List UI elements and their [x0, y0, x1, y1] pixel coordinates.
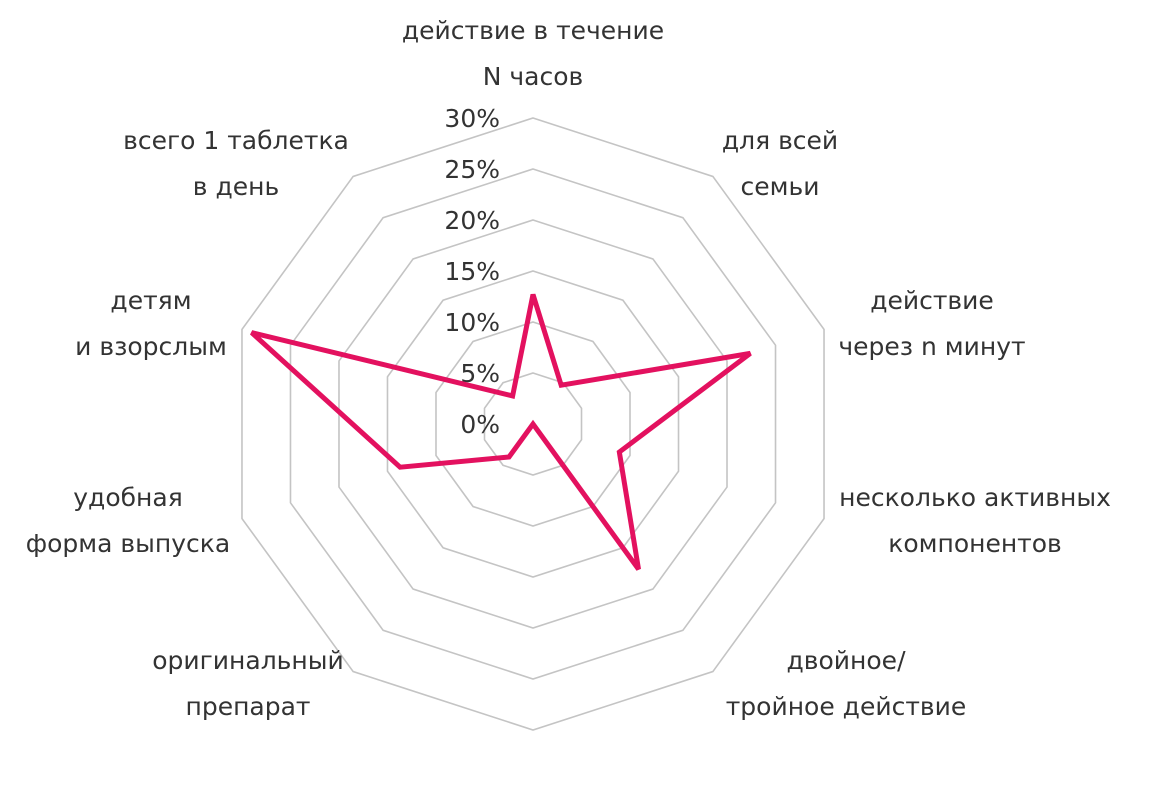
category-label: всего 1 таблетка: [123, 126, 349, 155]
category-label: действие: [870, 286, 994, 315]
category-label: оригинальный: [152, 646, 344, 675]
category-label: детям: [110, 286, 191, 315]
tick-label: 15%: [444, 257, 500, 286]
category-label: несколько активных: [839, 483, 1111, 512]
grid-ring-20: [338, 219, 728, 629]
category-label: в день: [193, 172, 279, 201]
category-label: семьи: [741, 172, 820, 201]
category-label: и взорслым: [75, 332, 227, 361]
tick-label: 10%: [444, 308, 500, 337]
category-labels: действие в течение N часов для всей семьи де…: [26, 16, 1111, 721]
category-label: двойное/: [786, 646, 906, 675]
category-label: препарат: [185, 692, 310, 721]
series-layer: [249, 293, 752, 571]
tick-label: 30%: [444, 104, 500, 133]
category-label: N часов: [483, 62, 584, 91]
tick-label: 25%: [444, 155, 500, 184]
grid-ring-15: [386, 270, 680, 578]
tick-label: 0%: [460, 410, 500, 439]
category-label: для всей: [722, 126, 838, 155]
series-line: [249, 293, 752, 571]
grid-ring-5: [483, 372, 583, 476]
category-label: компонентов: [888, 529, 1062, 558]
grid-ring-25: [289, 168, 777, 680]
category-label: тройное действие: [726, 692, 967, 721]
category-label: действие в течение: [402, 16, 664, 45]
category-label: через n минут: [838, 332, 1025, 361]
grid-ring-30: [241, 117, 825, 731]
category-label: форма выпуска: [26, 529, 230, 558]
tick-labels: 0%5%10%15%20%25%30%: [444, 104, 500, 439]
tick-label: 20%: [444, 206, 500, 235]
category-label: удобная: [73, 483, 183, 512]
